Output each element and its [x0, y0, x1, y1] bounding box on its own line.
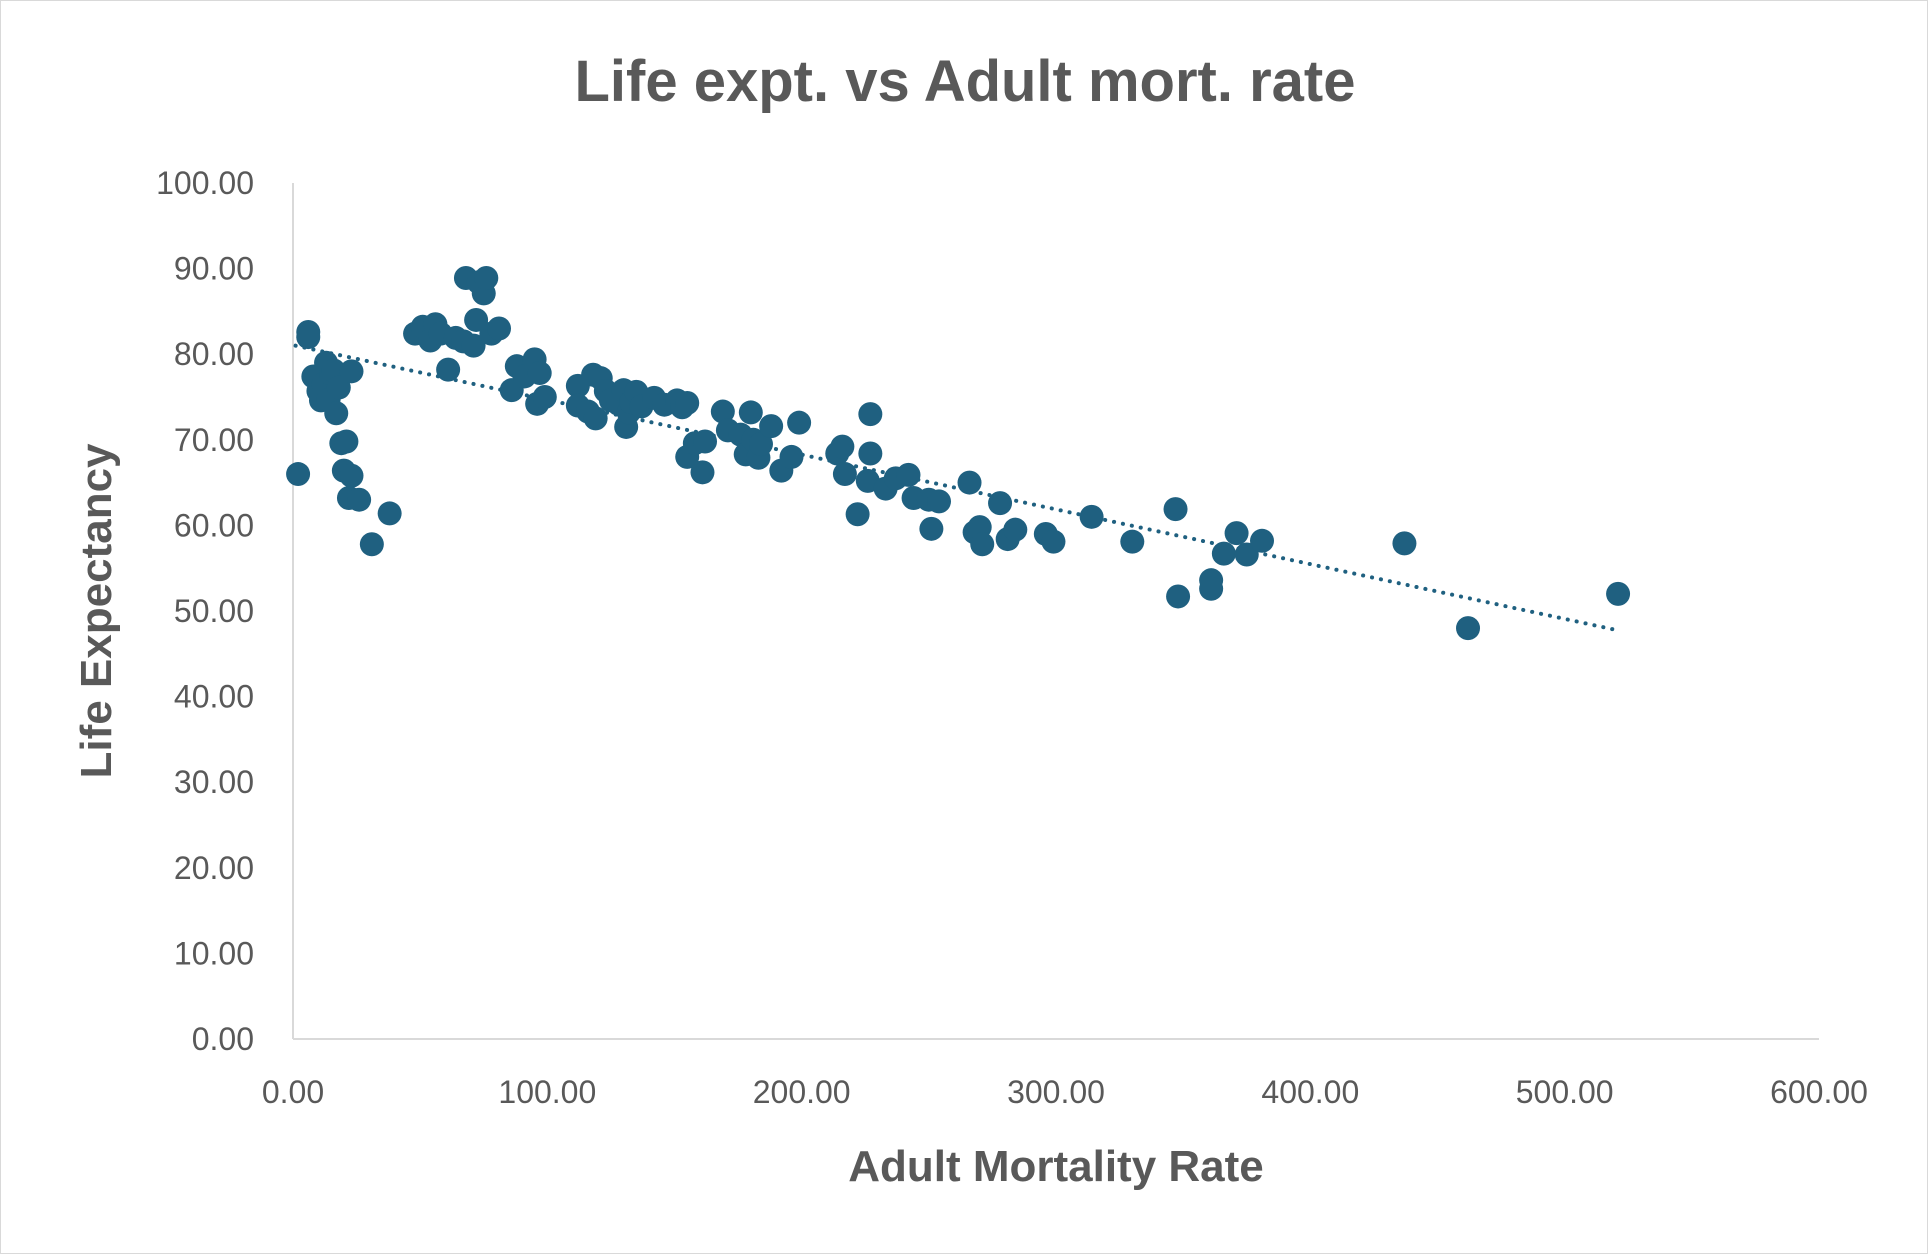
data-point: [1199, 576, 1224, 601]
data-point: [1234, 542, 1259, 567]
data-points: [286, 266, 1631, 641]
data-point: [324, 401, 349, 426]
data-point: [464, 307, 489, 332]
x-axis-title: Adult Mortality Rate: [848, 1142, 1264, 1191]
data-point: [474, 266, 499, 291]
y-tick-label: 100.00: [156, 165, 254, 201]
y-tick-label: 90.00: [174, 251, 254, 287]
data-point: [832, 462, 857, 487]
data-point: [919, 516, 944, 541]
data-point: [845, 502, 870, 527]
data-point: [532, 385, 557, 409]
y-axis-title: Life Expectancy: [72, 443, 121, 779]
data-point: [1079, 504, 1104, 529]
data-point: [1606, 581, 1631, 606]
data-point: [957, 470, 982, 495]
y-tick-label: 50.00: [174, 593, 254, 629]
y-tick-label: 60.00: [174, 507, 254, 543]
chart-title: Life expt. vs Adult mort. rate: [575, 49, 1356, 114]
data-point: [296, 325, 321, 350]
x-tick-labels: 0.00 100.00 200.00 300.00 400.00 500.00 600.00: [262, 1074, 1868, 1110]
data-point: [527, 361, 552, 386]
data-point: [487, 316, 512, 341]
y-tick-label: 20.00: [174, 850, 254, 886]
data-point: [436, 357, 461, 382]
data-point: [359, 532, 384, 557]
data-point: [286, 462, 311, 487]
data-point: [377, 501, 402, 526]
data-point: [927, 489, 952, 514]
data-point: [710, 399, 735, 424]
data-point: [690, 460, 715, 485]
data-point: [787, 410, 812, 435]
x-tick-label: 400.00: [1261, 1074, 1359, 1110]
data-point: [759, 414, 784, 439]
data-point: [1392, 531, 1417, 556]
data-point: [1163, 497, 1188, 522]
data-point: [339, 463, 364, 488]
data-point: [1041, 529, 1066, 554]
data-point: [896, 462, 921, 487]
x-tick-label: 200.00: [753, 1074, 851, 1110]
data-point: [1120, 529, 1145, 554]
y-tick-label: 0.00: [192, 1021, 254, 1057]
data-point: [1211, 541, 1236, 566]
data-point: [326, 375, 351, 400]
data-point: [858, 402, 883, 427]
data-point: [970, 532, 995, 557]
y-tick-label: 10.00: [174, 935, 254, 971]
trendline-group: [293, 343, 1618, 632]
data-point: [347, 487, 372, 512]
data-point: [693, 429, 718, 454]
x-tick-label: 300.00: [1007, 1074, 1105, 1110]
data-point: [830, 434, 855, 459]
data-point: [1250, 528, 1275, 553]
data-point: [988, 491, 1013, 516]
data-point: [1003, 517, 1028, 542]
trendline: [293, 343, 1618, 632]
y-tick-label: 40.00: [174, 679, 254, 715]
x-tick-label: 0.00: [262, 1074, 324, 1110]
data-point: [1224, 521, 1249, 546]
data-point: [583, 406, 608, 431]
y-tick-label: 70.00: [174, 422, 254, 458]
data-point: [1456, 616, 1481, 641]
data-point: [339, 359, 364, 384]
data-point: [461, 333, 486, 358]
y-tick-label: 30.00: [174, 764, 254, 800]
x-tick-label: 100.00: [498, 1074, 596, 1110]
x-tick-label: 500.00: [1516, 1074, 1614, 1110]
y-tick-label: 80.00: [174, 336, 254, 372]
data-point: [779, 444, 804, 469]
data-point: [675, 390, 700, 415]
y-tick-labels: 0.00 10.00 20.00 30.00 40.00 50.00 60.00 70.00 8…: [156, 165, 254, 1057]
data-point: [334, 429, 359, 454]
data-point: [748, 432, 773, 457]
data-point: [858, 441, 883, 466]
data-point: [1166, 584, 1191, 609]
data-point: [738, 400, 763, 425]
x-tick-label: 600.00: [1770, 1074, 1868, 1110]
